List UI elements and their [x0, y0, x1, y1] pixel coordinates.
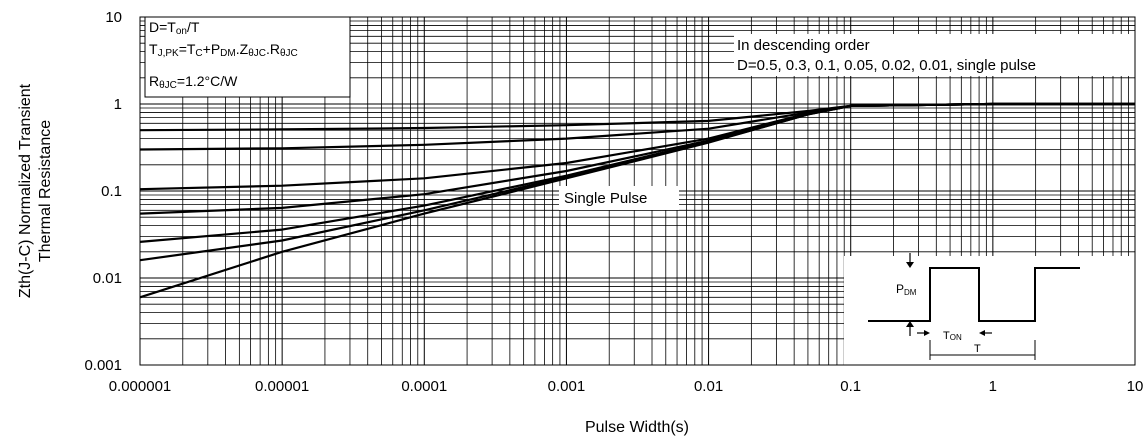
- single-pulse-label-group: Single Pulse: [559, 186, 679, 210]
- period-label: T: [974, 343, 981, 355]
- x-tick-label: 1: [989, 378, 997, 395]
- y-axis-title-line1: Zth(J-C) Normalized Transient: [17, 83, 34, 298]
- y-tick-label: 0.01: [93, 270, 122, 287]
- x-tick-label: 10: [1127, 378, 1144, 395]
- formula-box: D=Ton/T TJ,PK=TC+PDM.ZθJC.RθJC RθJC=1.2°…: [145, 17, 350, 97]
- order-note-line1: In descending order: [737, 37, 870, 54]
- series-line-2: [140, 104, 1135, 150]
- x-tick-label: 0.001: [548, 378, 586, 395]
- x-tick-label: 0.000001: [109, 378, 172, 395]
- y-axis-title-line2: Thermal Resistance: [37, 120, 54, 262]
- series-line-3: [140, 104, 1135, 189]
- x-tick-label: 0.01: [694, 378, 723, 395]
- y-tick-label: 0.001: [84, 357, 122, 374]
- pulse-diagram-inset: PDM TON T: [844, 253, 1135, 365]
- order-note-line2: D=0.5, 0.3, 0.1, 0.05, 0.02, 0.01, singl…: [737, 57, 1036, 74]
- series-line-5: [140, 104, 1135, 242]
- x-tick-label: 0.1: [840, 378, 861, 395]
- order-note: In descending order D=0.5, 0.3, 0.1, 0.0…: [734, 34, 1135, 76]
- y-tick-label: 1: [114, 96, 122, 113]
- x-axis-title: Pulse Width(s): [585, 419, 689, 436]
- x-tick-label: 0.00001: [255, 378, 309, 395]
- y-tick-label: 0.1: [101, 183, 122, 200]
- y-tick-label: 10: [105, 9, 122, 26]
- formula-duty-cycle: D=Ton/T: [149, 19, 200, 37]
- single-pulse-label: Single Pulse: [564, 190, 647, 207]
- x-tick-label: 0.0001: [401, 378, 447, 395]
